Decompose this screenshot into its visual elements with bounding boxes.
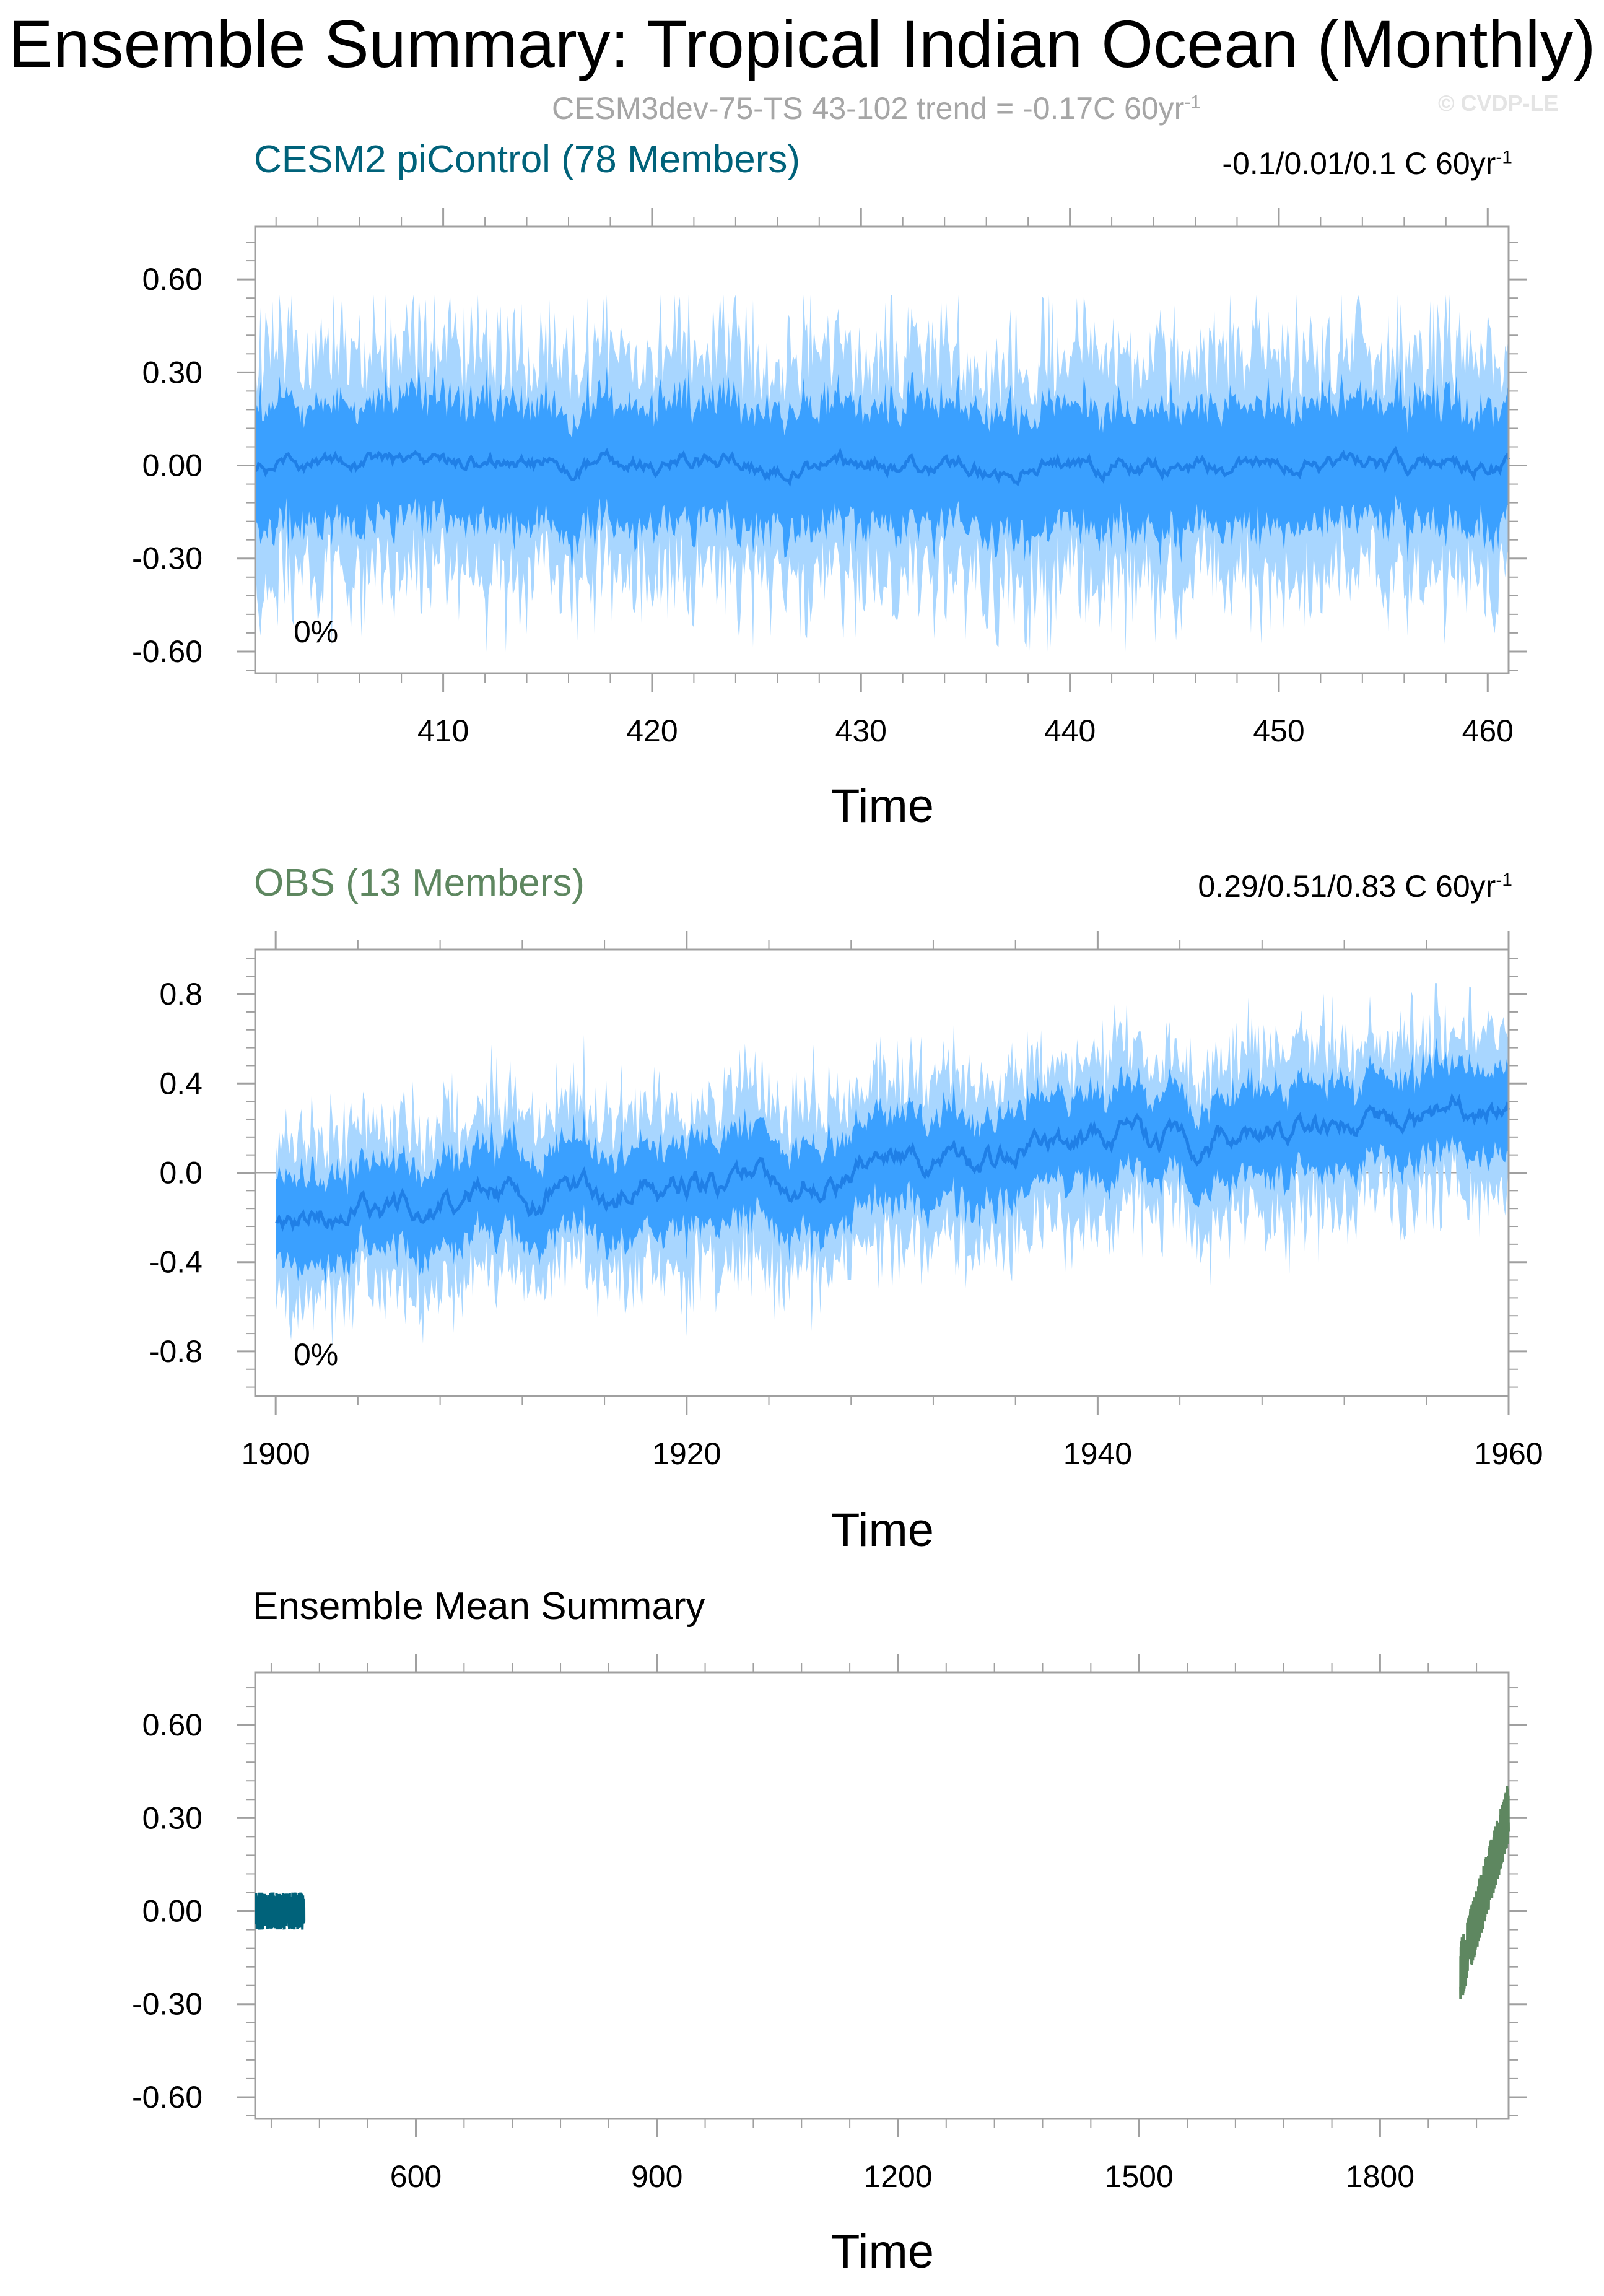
obs-panel-title: OBS (13 Members) (254, 862, 585, 904)
summary-y-tick-label: -0.30 (132, 1987, 203, 2022)
obs-y-tick-label: 0.0 (159, 1156, 203, 1190)
obs-x-axis-label: Time (830, 1504, 935, 1556)
cesm2-x-tick-label: 430 (835, 714, 887, 748)
subtitle-superscript: -1 (1184, 92, 1201, 113)
summary-x-tick-label: 1800 (1346, 2159, 1414, 2194)
cesm2-trend-value: -0.1/0.01/0.1 C 60yr (1222, 146, 1496, 181)
obs-y-tick-label: 0.4 (159, 1066, 203, 1101)
summary-series-obs (1459, 1786, 1510, 1999)
obs-y-tick-label: -0.8 (149, 1334, 203, 1369)
summary-x-tick-label: 1200 (863, 2159, 932, 2194)
summary-x-tick-label: 900 (631, 2159, 682, 2194)
summary-axes: 0.60 0.30 0.00 -0.30 -0.60 600 900 1200 1500 1800 (132, 1654, 1527, 2194)
summary-plot-frame (254, 1671, 1510, 2120)
cesm2-x-tick-label: 440 (1044, 714, 1096, 748)
credit-watermark: © CVDP-LE (1438, 90, 1559, 116)
cesm2-y-tick-label: 0.30 (142, 355, 203, 390)
cesm2-axes: 0.60 0.30 0.00 -0.30 -0.60 410 420 430 440 450 460 (132, 208, 1527, 748)
obs-inner-range-band (276, 1037, 1509, 1284)
cesm2-x-axis-label: Time (830, 780, 935, 832)
obs-x-tick-label: 1960 (1474, 1436, 1543, 1471)
main-title: Ensemble Summary: Tropical Indian Ocean … (8, 6, 1596, 81)
cesm2-trend-text: -0.1/0.01/0.1 C 60yr-1 (1222, 146, 1512, 181)
summary-y-tick-label: 0.00 (142, 1894, 203, 1929)
obs-trend-text: 0.29/0.51/0.83 C 60yr-1 (1198, 868, 1512, 904)
cesm2-panel-title: CESM2 piControl (78 Members) (254, 138, 801, 181)
obs-y-tick-label: -0.4 (149, 1245, 203, 1280)
summary-x-tick-label: 600 (390, 2159, 442, 2194)
summary-x-tick-label: 1500 (1105, 2159, 1174, 2194)
obs-x-tick-label: 1920 (652, 1436, 721, 1471)
cesm2-trend-sup: -1 (1496, 147, 1512, 168)
obs-percent-label: 0% (294, 1337, 338, 1372)
cesm2-y-tick-label: 0.60 (142, 262, 203, 297)
cesm2-ensemble-mean-line (254, 445, 1510, 487)
cesm2-y-tick-label: 0.00 (142, 448, 203, 483)
obs-trend-sup: -1 (1496, 870, 1512, 891)
summary-panel-title: Ensemble Mean Summary (253, 1585, 705, 1628)
cesm2-percent-label: 0% (294, 614, 338, 649)
summary-y-tick-label: 0.60 (142, 1708, 203, 1742)
cesm2-x-tick-label: 460 (1462, 714, 1514, 748)
obs-axes: 0.8 0.4 0.0 -0.4 -0.8 1900 1920 1940 1960 (149, 931, 1543, 1471)
summary-y-tick-label: 0.30 (142, 1801, 203, 1835)
cesm2-x-tick-label: 420 (626, 714, 678, 748)
obs-ensemble-mean-line (275, 1093, 1510, 1233)
subtitle: CESM3dev-75-TS 43-102 trend = -0.17C 60y… (0, 90, 1604, 126)
obs-x-tick-label: 1940 (1063, 1436, 1132, 1471)
cesm2-y-tick-label: -0.30 (132, 541, 203, 576)
obs-x-tick-label: 1900 (242, 1436, 310, 1471)
summary-y-tick-label: -0.60 (132, 2080, 203, 2115)
cesm2-plot-frame-top (254, 225, 1510, 674)
summary-series-cesm2 (255, 1892, 306, 1931)
obs-y-tick-label: 0.8 (159, 977, 203, 1011)
obs-plot-frame-top (254, 948, 1510, 1397)
summary-x-axis-label: Time (830, 2225, 935, 2278)
cesm2-y-tick-label: -0.60 (132, 634, 203, 669)
subtitle-text: CESM3dev-75-TS 43-102 trend = -0.17C 60y… (551, 91, 1185, 126)
cesm2-x-tick-label: 410 (417, 714, 469, 748)
obs-trend-value: 0.29/0.51/0.83 C 60yr (1198, 869, 1496, 904)
cesm2-x-tick-label: 450 (1253, 714, 1304, 748)
